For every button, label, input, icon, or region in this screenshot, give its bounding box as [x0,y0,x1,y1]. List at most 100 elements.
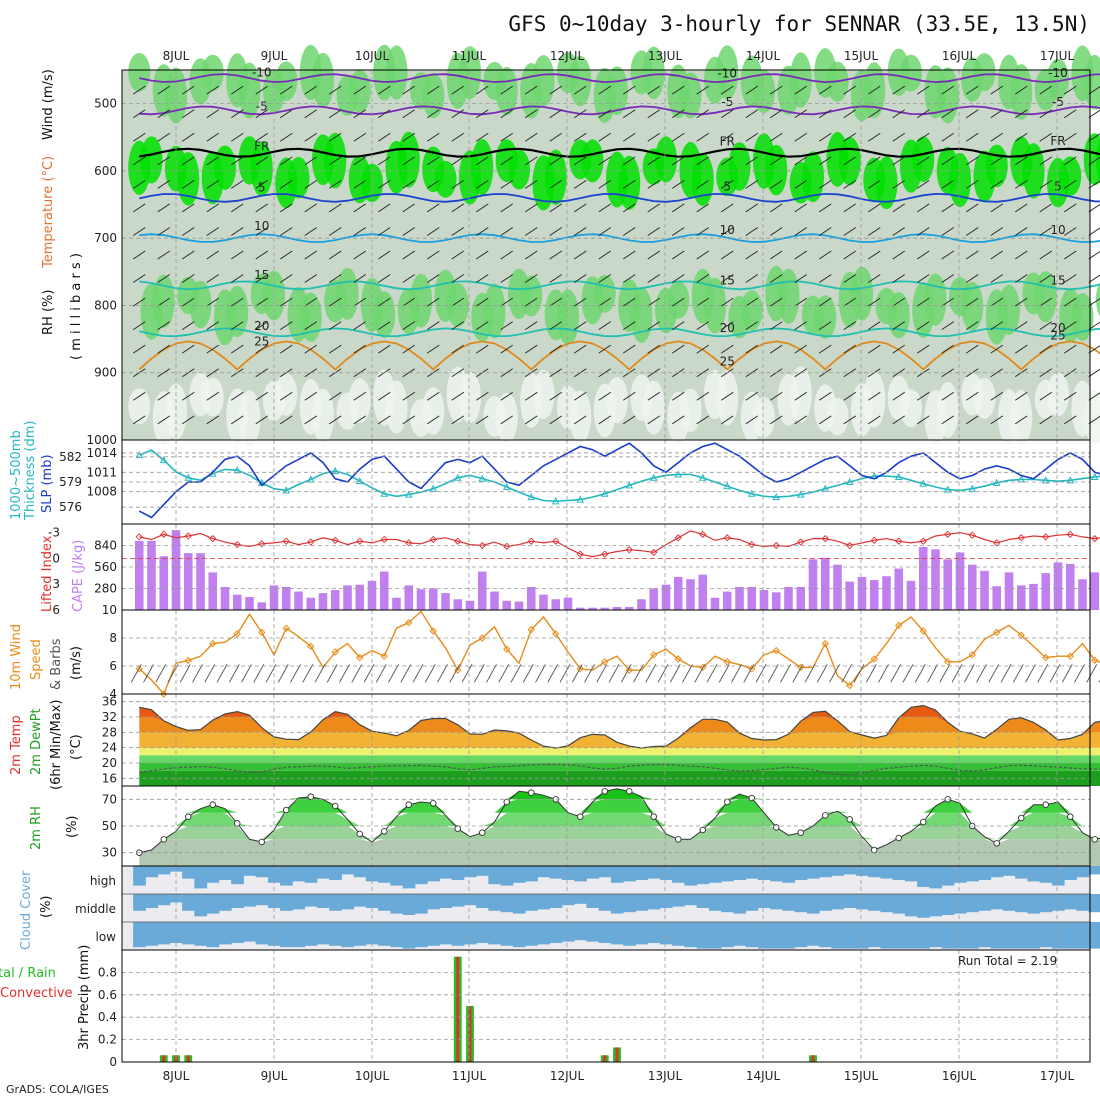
wind-barb [917,297,930,307]
wind-barb [696,109,709,119]
wind-barb [745,203,758,213]
wind-barb [843,227,856,236]
wind-barb [157,344,170,354]
surface-wind-barb [559,664,571,683]
slp-label: SLP (mb) [40,454,55,513]
thickness-marker [968,484,977,492]
wind-barb [133,132,146,142]
pressure-tick: 700 [94,231,117,245]
cape-bar [710,597,720,610]
rh-marker [1018,814,1025,822]
wind-barb [1088,156,1100,166]
cloud-bar [659,866,673,880]
cloud-bar [463,922,477,945]
cloud-bar [206,894,220,914]
wind-barb [990,415,1003,425]
wind-barb [917,203,930,213]
wind-barb [892,297,905,307]
cloud-bar [463,866,477,878]
wind-barb [647,179,660,189]
wind-barb [843,85,856,95]
wind-barb [819,156,832,166]
wind-barb [427,391,440,401]
wind-barb [500,179,513,189]
rh-blob [397,131,420,188]
cape-bar [661,584,671,610]
wind-barb [598,250,611,260]
wind-barb [1015,203,1028,213]
surface-wind-barb [584,664,595,683]
wind-barb [402,250,415,260]
thickness-marker [943,485,952,493]
surface-wind-barb [277,664,289,683]
wind-barb [623,109,636,119]
wind-barb [206,179,219,189]
wind-barb [231,274,244,283]
rh-blob [471,139,494,195]
cape-bar [698,574,708,610]
wind-barb [892,203,905,213]
wind-barb [427,132,440,142]
wind-barb [794,227,807,236]
wind-barb [574,415,587,425]
rh-blob [1010,64,1033,120]
cloud-bar [243,866,257,876]
wind-barb [133,203,146,213]
cloud-bar [145,922,159,946]
wind-barb [623,415,636,425]
wind-barb [819,179,832,189]
cloud-bar [353,866,367,878]
cloud-bar [966,866,979,882]
wind-barb [1039,250,1052,260]
wind-barb [549,203,562,213]
wind-barb [1039,132,1052,142]
wind-speed-marker [944,658,952,666]
wind-speed-marker [307,642,315,651]
cloud-bar [1076,866,1090,878]
cloud-bar [280,894,293,911]
wind-speed-marker [454,666,462,674]
cloud-bar [855,894,869,910]
wind-barb [304,203,317,213]
wind-barb [476,415,489,425]
cloud-bar [904,866,918,882]
rh-blob [826,398,849,436]
surface-wind-barb [1061,664,1073,683]
wind-barb [353,179,366,189]
wind-barb [476,203,489,213]
wind-barb [770,85,783,95]
wind-barb [1039,274,1052,283]
rh-blob [899,389,923,428]
wind-barb [402,297,415,307]
wind-barb [378,391,391,401]
cloud-bar [561,922,575,942]
wind-speed-marker [846,681,854,690]
date-label-top: 13JUL [648,49,683,63]
wind-barb [672,179,685,189]
cloud-bar [341,922,355,948]
wind-barb [574,179,587,189]
rh-blob [483,283,506,339]
wind-barb [157,203,170,213]
cape-bar [343,585,352,610]
precip-convective-bar [186,1055,190,1062]
wind-barb [966,203,979,213]
wind-barb [206,415,219,425]
cape-bar [392,597,401,610]
wind-barb [966,344,979,354]
surface-wind-barb [547,664,559,683]
wind-barb [647,227,660,236]
surface-wind-barb [865,664,877,683]
rh-blob [128,52,151,92]
cape-bar [490,591,499,610]
wind-barb [525,179,538,189]
wind-barb [696,156,709,166]
rh-blob [532,55,555,107]
rh-blob [520,275,543,317]
thickness-marker [380,489,389,497]
wind-barb [892,274,905,283]
wind-speed-marker [478,634,486,642]
cape-bar [379,571,389,610]
wind-barb [1064,391,1077,401]
wind-barb [280,391,293,401]
